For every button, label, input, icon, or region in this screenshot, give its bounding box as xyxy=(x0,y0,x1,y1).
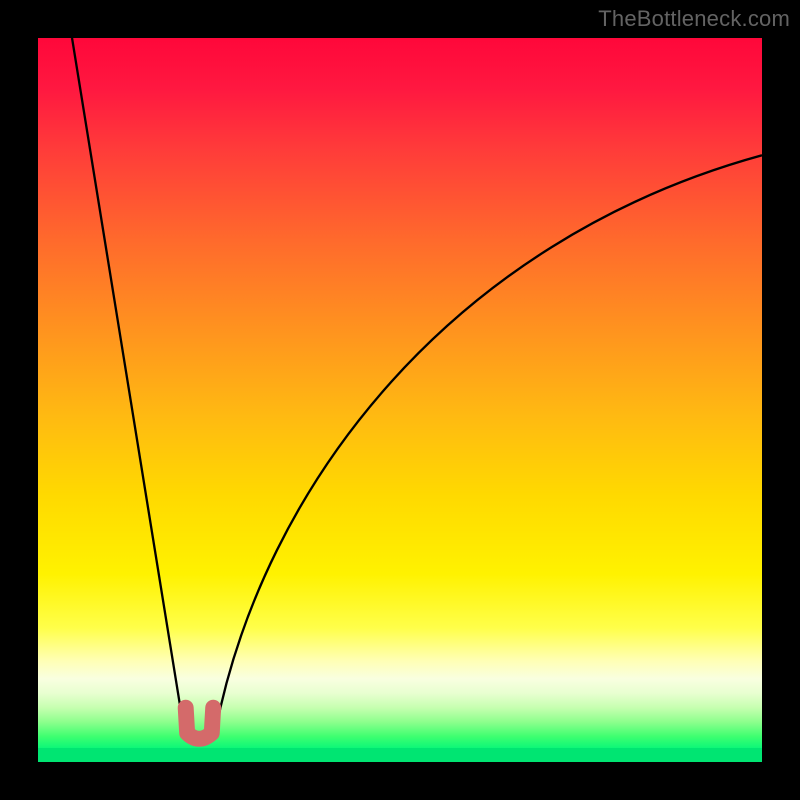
plot-area xyxy=(38,38,762,762)
attribution-text: TheBottleneck.com xyxy=(598,6,790,32)
chart-frame: TheBottleneck.com xyxy=(0,0,800,800)
bottleneck-curve-chart xyxy=(38,38,762,762)
bottom-green-band xyxy=(38,748,762,762)
gradient-background xyxy=(38,38,762,762)
